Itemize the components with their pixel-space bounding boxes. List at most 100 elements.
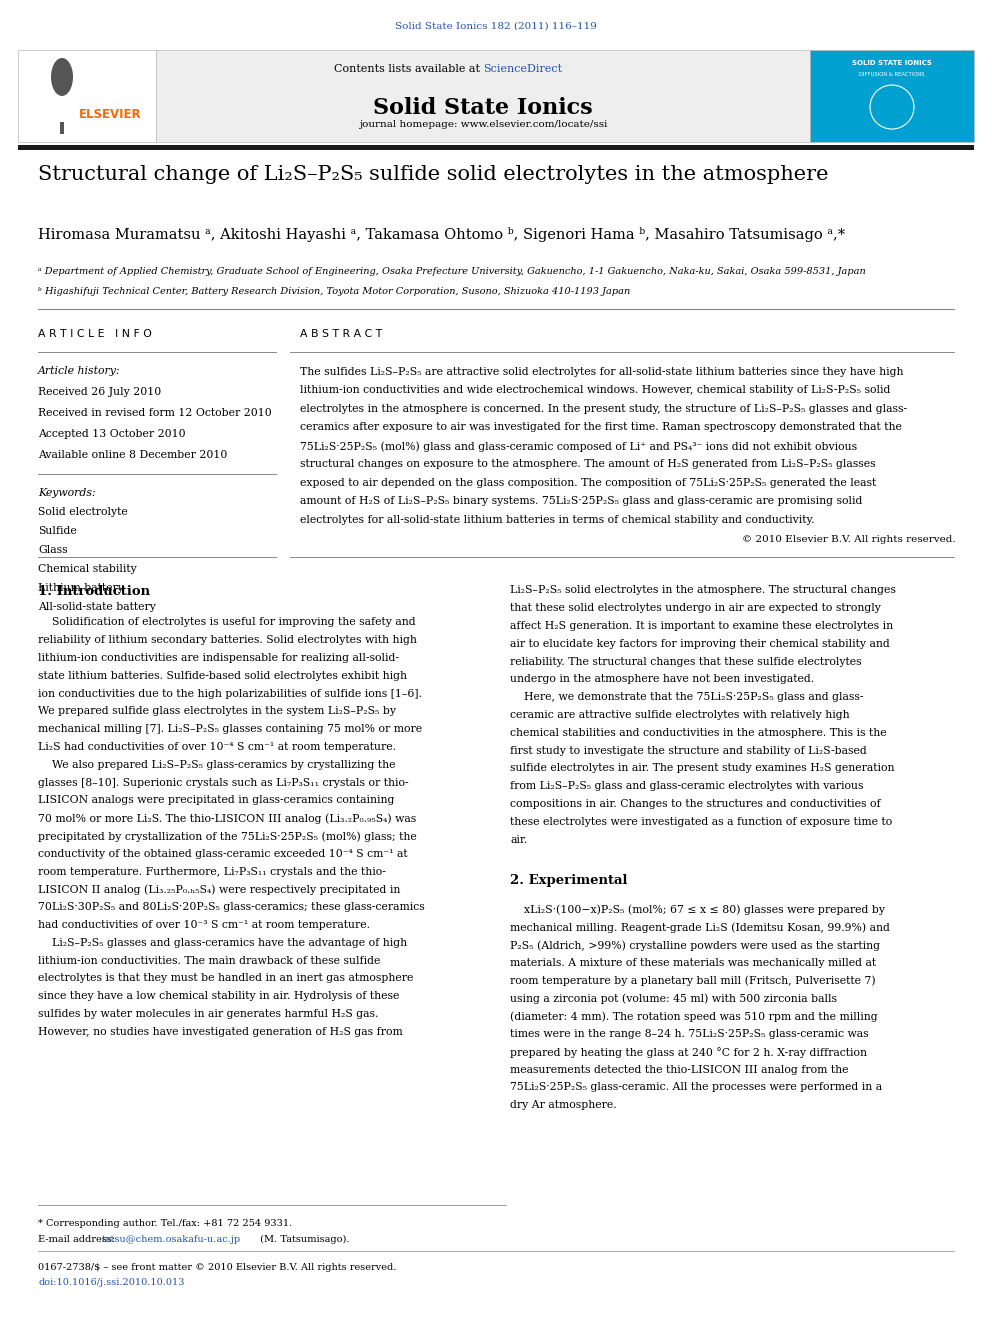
Text: reliability of lithium secondary batteries. Solid electrolytes with high: reliability of lithium secondary batteri…: [38, 635, 417, 646]
Text: air.: air.: [510, 835, 528, 844]
Text: ceramic are attractive sulfide electrolytes with relatively high: ceramic are attractive sulfide electroly…: [510, 710, 849, 720]
Text: Solidification of electrolytes is useful for improving the safety and: Solidification of electrolytes is useful…: [38, 618, 416, 627]
Text: precipitated by crystallization of the 75Li₂S·25P₂S₅ (mol%) glass; the: precipitated by crystallization of the 7…: [38, 831, 417, 841]
Text: Accepted 13 October 2010: Accepted 13 October 2010: [38, 429, 186, 439]
Text: electrolytes is that they must be handled in an inert gas atmosphere: electrolytes is that they must be handle…: [38, 974, 414, 983]
Text: (diameter: 4 mm). The rotation speed was 510 rpm and the milling: (diameter: 4 mm). The rotation speed was…: [510, 1011, 878, 1021]
Text: using a zirconia pot (volume: 45 ml) with 500 zirconia balls: using a zirconia pot (volume: 45 ml) wit…: [510, 994, 837, 1004]
Text: Available online 8 December 2010: Available online 8 December 2010: [38, 450, 227, 460]
FancyBboxPatch shape: [18, 50, 156, 142]
Text: times were in the range 8–24 h. 75Li₂S·25P₂S₅ glass-ceramic was: times were in the range 8–24 h. 75Li₂S·2…: [510, 1029, 869, 1039]
Text: P₂S₅ (Aldrich, >99%) crystalline powders were used as the starting: P₂S₅ (Aldrich, >99%) crystalline powders…: [510, 941, 880, 951]
Text: lithium-ion conductivities. The main drawback of these sulfide: lithium-ion conductivities. The main dra…: [38, 955, 380, 966]
Text: Solid electrolyte: Solid electrolyte: [38, 507, 128, 517]
Text: 0167-2738/$ – see front matter © 2010 Elsevier B.V. All rights reserved.: 0167-2738/$ – see front matter © 2010 El…: [38, 1263, 397, 1271]
Text: ᵃ Department of Applied Chemistry, Graduate School of Engineering, Osaka Prefect: ᵃ Department of Applied Chemistry, Gradu…: [38, 267, 866, 277]
Text: * Corresponding author. Tel./fax: +81 72 254 9331.: * Corresponding author. Tel./fax: +81 72…: [38, 1218, 293, 1228]
Text: compositions in air. Changes to the structures and conductivities of: compositions in air. Changes to the stru…: [510, 799, 881, 810]
Text: structural changes on exposure to the atmosphere. The amount of H₂S generated fr: structural changes on exposure to the at…: [300, 459, 876, 470]
Text: exposed to air depended on the glass composition. The composition of 75Li₂S·25P₂: exposed to air depended on the glass com…: [300, 478, 876, 488]
Text: The sulfides Li₂S–P₂S₅ are attractive solid electrolytes for all-solid-state lit: The sulfides Li₂S–P₂S₅ are attractive so…: [300, 366, 904, 377]
Text: doi:10.1016/j.ssi.2010.10.013: doi:10.1016/j.ssi.2010.10.013: [38, 1278, 185, 1287]
Text: ELSEVIER: ELSEVIER: [78, 108, 141, 120]
Text: xLi₂S·(100−x)P₂S₅ (mol%; 67 ≤ x ≤ 80) glasses were prepared by: xLi₂S·(100−x)P₂S₅ (mol%; 67 ≤ x ≤ 80) gl…: [510, 905, 885, 916]
Text: 75Li₂S·25P₂S₅ glass-ceramic. All the processes were performed in a: 75Li₂S·25P₂S₅ glass-ceramic. All the pro…: [510, 1082, 882, 1093]
Text: had conductivities of over 10⁻³ S cm⁻¹ at room temperature.: had conductivities of over 10⁻³ S cm⁻¹ a…: [38, 919, 370, 930]
Text: mechanical milling [7]. Li₂S–P₂S₅ glasses containing 75 mol% or more: mechanical milling [7]. Li₂S–P₂S₅ glasse…: [38, 724, 423, 734]
Text: A R T I C L E   I N F O: A R T I C L E I N F O: [38, 329, 152, 339]
Text: Solid State Ionics 182 (2011) 116–119: Solid State Ionics 182 (2011) 116–119: [395, 22, 597, 30]
Text: room temperature. Furthermore, Li₇P₃S₁₁ crystals and the thio-: room temperature. Furthermore, Li₇P₃S₁₁ …: [38, 867, 386, 877]
Text: materials. A mixture of these materials was mechanically milled at: materials. A mixture of these materials …: [510, 958, 876, 968]
Text: 2. Experimental: 2. Experimental: [510, 875, 628, 888]
Text: 75Li₂S·25P₂S₅ (mol%) glass and glass-ceramic composed of Li⁺ and PS₄³⁻ ions did : 75Li₂S·25P₂S₅ (mol%) glass and glass-cer…: [300, 441, 857, 451]
Text: Li₂S–P₂S₅ glasses and glass-ceramics have the advantage of high: Li₂S–P₂S₅ glasses and glass-ceramics hav…: [38, 938, 407, 947]
Text: ᵇ Higashifuji Technical Center, Battery Research Division, Toyota Motor Corporat: ᵇ Higashifuji Technical Center, Battery …: [38, 287, 630, 296]
FancyBboxPatch shape: [156, 50, 810, 142]
Text: Li₂S–P₂S₅ solid electrolytes in the atmosphere. The structural changes: Li₂S–P₂S₅ solid electrolytes in the atmo…: [510, 586, 896, 595]
Text: measurements detected the thio-LISICON III analog from the: measurements detected the thio-LISICON I…: [510, 1065, 848, 1074]
Text: lithium-ion conductivities are indispensable for realizing all-solid-: lithium-ion conductivities are indispens…: [38, 654, 399, 663]
Text: affect H₂S generation. It is important to examine these electrolytes in: affect H₂S generation. It is important t…: [510, 620, 893, 631]
Text: that these solid electrolytes undergo in air are expected to strongly: that these solid electrolytes undergo in…: [510, 603, 881, 614]
Text: chemical stabilities and conductivities in the atmosphere. This is the: chemical stabilities and conductivities …: [510, 728, 887, 738]
Text: We also prepared Li₂S–P₂S₅ glass-ceramics by crystallizing the: We also prepared Li₂S–P₂S₅ glass-ceramic…: [38, 759, 396, 770]
Text: All-solid-state battery: All-solid-state battery: [38, 602, 156, 613]
Text: Here, we demonstrate that the 75Li₂S·25P₂S₅ glass and glass-: Here, we demonstrate that the 75Li₂S·25P…: [510, 692, 863, 703]
Text: amount of H₂S of Li₂S–P₂S₅ binary systems. 75Li₂S·25P₂S₅ glass and glass-ceramic: amount of H₂S of Li₂S–P₂S₅ binary system…: [300, 496, 862, 507]
Text: Li₂S had conductivities of over 10⁻⁴ S cm⁻¹ at room temperature.: Li₂S had conductivities of over 10⁻⁴ S c…: [38, 742, 396, 751]
Text: Received in revised form 12 October 2010: Received in revised form 12 October 2010: [38, 407, 272, 418]
Text: sulfide electrolytes in air. The present study examines H₂S generation: sulfide electrolytes in air. The present…: [510, 763, 895, 774]
Text: since they have a low chemical stability in air. Hydrolysis of these: since they have a low chemical stability…: [38, 991, 400, 1002]
Text: A B S T R A C T: A B S T R A C T: [300, 329, 382, 339]
Text: electrolytes for all-solid-state lithium batteries in terms of chemical stabilit: electrolytes for all-solid-state lithium…: [300, 515, 814, 525]
Text: However, no studies have investigated generation of H₂S gas from: However, no studies have investigated ge…: [38, 1027, 403, 1037]
Text: ScienceDirect: ScienceDirect: [483, 64, 562, 74]
Text: 70Li₂S·30P₂S₅ and 80Li₂S·20P₂S₅ glass-ceramics; these glass-ceramics: 70Li₂S·30P₂S₅ and 80Li₂S·20P₂S₅ glass-ce…: [38, 902, 425, 913]
Text: © 2010 Elsevier B.V. All rights reserved.: © 2010 Elsevier B.V. All rights reserved…: [742, 536, 956, 545]
Text: Solid State Ionics: Solid State Ionics: [373, 97, 593, 119]
Text: glasses [8–10]. Superionic crystals such as Li₇P₃S₁₁ crystals or thio-: glasses [8–10]. Superionic crystals such…: [38, 778, 409, 787]
Text: Keywords:: Keywords:: [38, 488, 95, 497]
Text: dry Ar atmosphere.: dry Ar atmosphere.: [510, 1101, 617, 1110]
Text: electrolytes in the atmosphere is concerned. In the present study, the structure: electrolytes in the atmosphere is concer…: [300, 404, 907, 414]
Text: ion conductivities due to the high polarizabilities of sulfide ions [1–6].: ion conductivities due to the high polar…: [38, 689, 422, 699]
Text: sulfides by water molecules in air generates harmful H₂S gas.: sulfides by water molecules in air gener…: [38, 1009, 378, 1019]
Text: (M. Tatsumisago).: (M. Tatsumisago).: [257, 1234, 349, 1244]
Text: tatsu@chem.osakafu-u.ac.jp: tatsu@chem.osakafu-u.ac.jp: [102, 1234, 241, 1244]
Text: DIFFUSION & REACTIONS: DIFFUSION & REACTIONS: [859, 71, 925, 77]
Text: E-mail address:: E-mail address:: [38, 1234, 118, 1244]
Bar: [18, 146, 974, 151]
Text: LISICON II analog (Li₃.₂₅P₀.ₕ₅S₄) were respectively precipitated in: LISICON II analog (Li₃.₂₅P₀.ₕ₅S₄) were r…: [38, 885, 401, 896]
Text: reliability. The structural changes that these sulfide electrolytes: reliability. The structural changes that…: [510, 656, 862, 667]
Text: We prepared sulfide glass electrolytes in the system Li₂S–P₂S₅ by: We prepared sulfide glass electrolytes i…: [38, 706, 396, 717]
Text: SOLID STATE IONICS: SOLID STATE IONICS: [852, 60, 931, 66]
Text: Chemical stability: Chemical stability: [38, 564, 137, 574]
Text: journal homepage: www.elsevier.com/locate/ssi: journal homepage: www.elsevier.com/locat…: [359, 120, 607, 130]
Text: Hiromasa Muramatsu ᵃ, Akitoshi Hayashi ᵃ, Takamasa Ohtomo ᵇ, Sigenori Hama ᵇ, Ma: Hiromasa Muramatsu ᵃ, Akitoshi Hayashi ᵃ…: [38, 228, 845, 242]
Text: 70 mol% or more Li₂S. The thio-LISICON III analog (Li₃.₂P₀.₉₅S₄) was: 70 mol% or more Li₂S. The thio-LISICON I…: [38, 814, 417, 824]
Text: room temperature by a planetary ball mill (Fritsch, Pulverisette 7): room temperature by a planetary ball mil…: [510, 975, 876, 986]
Text: Structural change of Li₂S–P₂S₅ sulfide solid electrolytes in the atmosphere: Structural change of Li₂S–P₂S₅ sulfide s…: [38, 165, 828, 184]
Text: state lithium batteries. Sulfide-based solid electrolytes exhibit high: state lithium batteries. Sulfide-based s…: [38, 671, 407, 681]
Text: these electrolytes were investigated as a function of exposure time to: these electrolytes were investigated as …: [510, 816, 892, 827]
Text: ceramics after exposure to air was investigated for the first time. Raman spectr: ceramics after exposure to air was inves…: [300, 422, 902, 433]
Text: air to elucidate key factors for improving their chemical stability and: air to elucidate key factors for improvi…: [510, 639, 890, 648]
Ellipse shape: [51, 58, 73, 97]
FancyBboxPatch shape: [60, 122, 64, 134]
Text: 1. Introduction: 1. Introduction: [38, 586, 150, 598]
Text: first study to investigate the structure and stability of Li₂S-based: first study to investigate the structure…: [510, 746, 867, 755]
Text: Received 26 July 2010: Received 26 July 2010: [38, 388, 162, 397]
Text: LISICON analogs were precipitated in glass-ceramics containing: LISICON analogs were precipitated in gla…: [38, 795, 395, 806]
Text: undergo in the atmosphere have not been investigated.: undergo in the atmosphere have not been …: [510, 675, 814, 684]
Text: from Li₂S–P₂S₅ glass and glass-ceramic electrolytes with various: from Li₂S–P₂S₅ glass and glass-ceramic e…: [510, 782, 863, 791]
Text: Lithium battery: Lithium battery: [38, 583, 124, 593]
Text: Contents lists available at: Contents lists available at: [333, 64, 483, 74]
Text: prepared by heating the glass at 240 °C for 2 h. X-ray diffraction: prepared by heating the glass at 240 °C …: [510, 1046, 867, 1058]
Text: lithium-ion conductivities and wide electrochemical windows. However, chemical s: lithium-ion conductivities and wide elec…: [300, 385, 891, 396]
Text: mechanical milling. Reagent-grade Li₂S (Idemitsu Kosan, 99.9%) and: mechanical milling. Reagent-grade Li₂S (…: [510, 922, 890, 933]
Text: Sulfide: Sulfide: [38, 527, 76, 536]
Text: Glass: Glass: [38, 545, 67, 556]
Text: Article history:: Article history:: [38, 366, 120, 376]
FancyBboxPatch shape: [810, 50, 974, 142]
